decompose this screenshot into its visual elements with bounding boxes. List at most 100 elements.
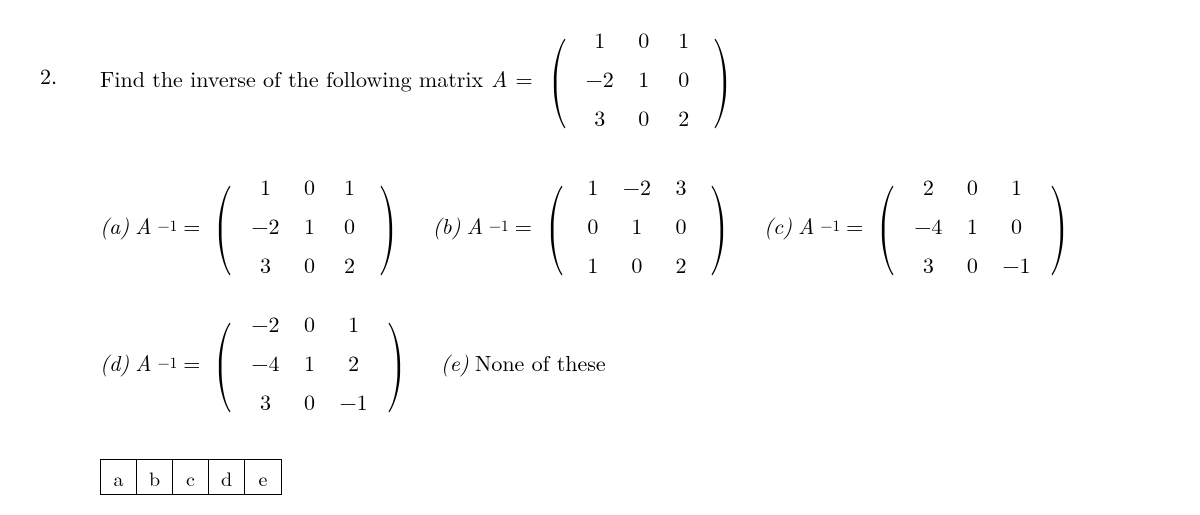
cell: −2 [241,206,289,245]
matrix-a: ( 101 −210 302 ) [206,167,404,284]
paren-left-icon: ( [214,327,233,399]
cell: 0 [330,206,370,245]
answer-button-d[interactable]: d [209,460,245,494]
option-label: (d) [100,347,129,378]
cell: 3 [576,98,624,137]
cell: −4 [241,343,289,382]
cell: 0 [992,206,1040,245]
paren-right-icon: ) [709,190,728,262]
cell: 3 [241,382,289,421]
matrix-d: ( −201 −412 30−1 ) [206,304,412,421]
paren-right-icon: ) [1048,190,1067,262]
cell: 2 [330,245,370,284]
cell: 3 [661,167,701,206]
cell: 0 [573,206,613,245]
cell: −1 [330,382,378,421]
option-label: (e) [441,347,469,378]
cell: 0 [290,382,330,421]
paren-right-icon: ) [712,43,731,115]
answer-button-a[interactable]: a [101,460,137,494]
cell: 2 [330,343,378,382]
equals-sign: = [515,210,532,241]
cell: 1 [241,167,289,206]
cell: 0 [290,167,330,206]
inverse-sup: −1 [158,215,178,236]
cell: 0 [952,245,992,284]
cell: −2 [613,167,661,206]
cell: 1 [624,59,664,98]
cell: 1 [573,245,613,284]
option-a: (a) A−1 = ( 101 −210 302 ) [100,167,405,284]
paren-left-icon: ( [877,190,896,262]
matrix-A-table: 101 −210 302 [576,20,704,137]
cell: −2 [241,304,289,343]
A-symbol: A [135,347,151,378]
paren-left-icon: ( [549,43,568,115]
options-row-1: (a) A−1 = ( 101 −210 302 ) (b) A−1 = ( 1… [100,167,1160,284]
option-label: (c) [764,210,792,241]
inverse-sup: −1 [489,215,509,236]
answer-strip: a b c d e [100,459,282,495]
cell: 1 [290,343,330,382]
paren-left-icon: ( [546,190,565,262]
cell: 2 [661,245,701,284]
cell: 0 [290,304,330,343]
cell: 0 [290,245,330,284]
equals-sign: = [846,210,863,241]
option-label: (a) [100,210,129,241]
cell: −1 [992,245,1040,284]
cell: 0 [952,167,992,206]
cell: 2 [664,98,704,137]
equals-sign: = [516,63,533,94]
cell: 0 [624,98,664,137]
matrix-A: ( 101 −210 302 ) [541,20,739,137]
answer-button-b[interactable]: b [137,460,173,494]
matrix-table: 1−23 010 102 [573,167,701,284]
paren-right-icon: ) [386,327,405,399]
inverse-sup: −1 [820,215,840,236]
A-symbol: A [798,210,814,241]
cell: 1 [992,167,1040,206]
question-row: 2. Find the inverse of the following mat… [40,20,1160,137]
cell: 0 [613,245,661,284]
equals-sign: = [183,210,200,241]
inverse-sup: −1 [158,352,178,373]
answer-button-c[interactable]: c [173,460,209,494]
option-label: (b) [433,210,461,241]
cell: −4 [904,206,952,245]
cell: 0 [664,59,704,98]
option-e-text: None of these [475,347,606,378]
cell: 1 [330,167,370,206]
equals-sign: = [183,347,200,378]
cell: 1 [613,206,661,245]
option-b: (b) A−1 = ( 1−23 010 102 ) [433,167,736,284]
question-text: Find the inverse of the following matrix… [100,20,739,137]
cell: 3 [904,245,952,284]
A-symbol: A [467,210,483,241]
matrix-table: 101 −210 302 [241,167,369,284]
cell: 3 [241,245,289,284]
question-prompt: Find the inverse of the following matrix [100,63,483,94]
matrix-b: ( 1−23 010 102 ) [538,167,736,284]
paren-right-icon: ) [377,190,396,262]
options-row-2: (d) A −1 = ( −201 −412 30−1 ) (e) None of… [100,304,1160,421]
matrix-table: −201 −412 30−1 [241,304,377,421]
cell: 1 [290,206,330,245]
cell: 1 [573,167,613,206]
paren-left-icon: ( [214,190,233,262]
cell: 0 [624,20,664,59]
matrix-var: A [491,63,507,94]
cell: 1 [664,20,704,59]
option-d: (d) A −1 = ( −201 −412 30−1 ) [100,304,413,421]
cell: 0 [661,206,701,245]
cell: 2 [904,167,952,206]
A-symbol: A [135,210,151,241]
cell: −2 [576,59,624,98]
question-number: 2. [40,60,100,91]
cell: 1 [576,20,624,59]
cell: 1 [952,206,992,245]
option-e: (e) None of these [441,347,606,378]
option-c: (c) A−1 = ( 201 −410 30−1 ) [764,167,1076,284]
matrix-table: 201 −410 30−1 [904,167,1040,284]
answer-button-e[interactable]: e [245,460,281,494]
